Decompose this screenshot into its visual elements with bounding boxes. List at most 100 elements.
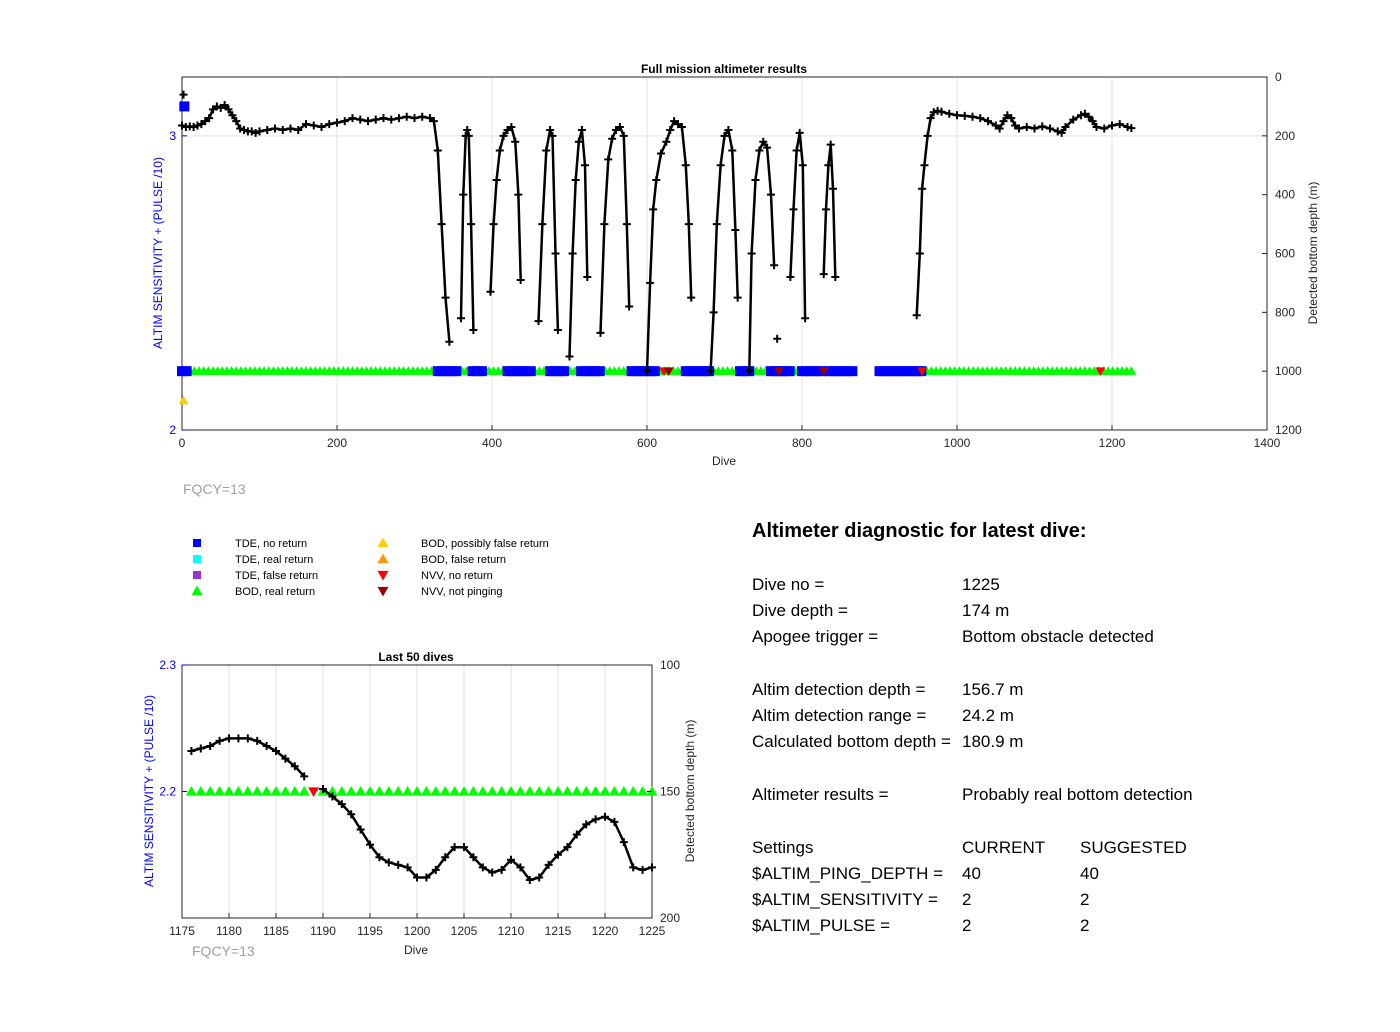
y-right-tick-label: 1000: [1275, 364, 1302, 378]
depth-point: [583, 273, 592, 282]
marker-triangle-up: [270, 786, 282, 796]
depth-point: [511, 137, 520, 146]
depth-point: [731, 225, 740, 234]
inset-y-right-label: Detected bottom depth (m): [683, 720, 697, 863]
depth-point: [646, 278, 655, 287]
x-tick-label: 1175: [169, 924, 195, 938]
depth-point: [1069, 115, 1078, 124]
x-tick-label: 400: [482, 436, 502, 450]
depth-point: [662, 137, 671, 146]
marker-square: [815, 366, 826, 377]
depth-point: [463, 125, 472, 134]
depth-point: [459, 190, 468, 199]
depth-point: [684, 220, 693, 229]
depth-point: [1092, 123, 1101, 132]
depth-line: [599, 125, 631, 333]
depth-point: [712, 220, 721, 229]
depth-point: [403, 863, 412, 872]
setting-suggested: 2: [1080, 916, 1090, 935]
depth-point: [534, 317, 543, 326]
dive-depth-label: Dive depth =: [752, 601, 848, 620]
depth-point: [431, 865, 440, 874]
depth-line: [459, 128, 475, 331]
depth-point: [643, 367, 651, 376]
depth-line: [748, 140, 776, 372]
x-tick-label: 1220: [592, 924, 619, 938]
marker-triangle-up: [477, 786, 489, 796]
depth-point: [724, 125, 733, 134]
depth-point: [999, 117, 1008, 126]
marker-triangle-up: [364, 786, 376, 796]
marker-triangle-up: [439, 786, 451, 796]
marker-triangle-up: [486, 786, 498, 796]
depth-point: [923, 131, 932, 140]
main-markers: [177, 101, 1137, 405]
depth-point: [918, 184, 927, 193]
marker-triangle-up: [279, 786, 291, 796]
main-left-ticks: 23: [169, 129, 187, 437]
depth-point: [178, 121, 186, 130]
depth-point: [516, 275, 525, 284]
depth-point: [1061, 123, 1070, 132]
depth-point: [356, 115, 365, 124]
marker-triangle-up: [646, 786, 658, 796]
y-right-tick-label: 200: [660, 911, 680, 925]
inset-right-ticks: 100 150 200: [647, 658, 680, 925]
depth-point: [1038, 122, 1047, 131]
suggested-label: SUGGESTED: [1080, 838, 1187, 857]
depth-point: [638, 865, 647, 874]
depth-point: [1088, 117, 1097, 126]
dive-no-value: 1225: [962, 575, 1000, 594]
depth-point: [747, 249, 756, 258]
depth-point: [1127, 124, 1136, 133]
marker-triangle-up: [430, 786, 442, 796]
altim-range-label: Altim detection range =: [752, 706, 927, 725]
marker-triangle-down: [663, 367, 674, 377]
depth-point: [234, 734, 243, 743]
marker-triangle-up: [204, 786, 216, 796]
altim-range-value: 24.2 m: [962, 706, 1014, 725]
marker-triangle-up: [373, 786, 385, 796]
x-tick-label: 1185: [263, 924, 289, 938]
marker-triangle-down: [818, 367, 829, 377]
y-right-tick-label: 800: [1275, 305, 1295, 319]
inset-markers: [185, 786, 658, 797]
depth-point: [574, 137, 583, 146]
depth-point: [622, 220, 631, 229]
depth-point: [554, 850, 562, 859]
depth-point: [745, 367, 754, 376]
depth-point: [232, 117, 241, 126]
depth-point: [499, 131, 508, 140]
altim-depth-label: Altim detection depth =: [752, 680, 926, 699]
y-right-tick-label: 200: [1275, 129, 1295, 143]
depth-point: [968, 112, 977, 121]
x-tick-label: 0: [179, 436, 186, 450]
depth-point: [629, 863, 638, 872]
depth-point: [1115, 120, 1124, 129]
marker-triangle-up: [543, 786, 555, 796]
marker-triangle-up: [336, 786, 348, 796]
altim-depth-value: 156.7 m: [962, 680, 1024, 699]
results-label: Altimeter results =: [752, 785, 889, 804]
legend-marker-triangle-up: [191, 585, 203, 596]
depth-point: [551, 249, 560, 258]
depth-point: [1084, 112, 1093, 121]
depth-point: [677, 123, 686, 132]
legend-marker-triangle-down: [377, 570, 389, 581]
marker-square: [594, 366, 605, 377]
apogee-value: Bottom obstacle detected: [962, 627, 1154, 646]
depth-point: [601, 812, 609, 821]
depth-point: [619, 131, 628, 140]
depth-point: [255, 127, 264, 136]
depth-point: [212, 102, 221, 111]
diagnostic-heading: Altimeter diagnostic for latest dive:: [752, 520, 1087, 542]
depth-point: [525, 876, 534, 885]
depth-point: [347, 810, 356, 819]
depth-point: [422, 873, 431, 882]
depth-point: [302, 120, 310, 129]
marker-triangle-up: [552, 786, 564, 796]
depth-point: [418, 112, 427, 121]
marker-triangle-up: [420, 786, 432, 796]
y-left-tick-label: 2: [169, 423, 176, 437]
